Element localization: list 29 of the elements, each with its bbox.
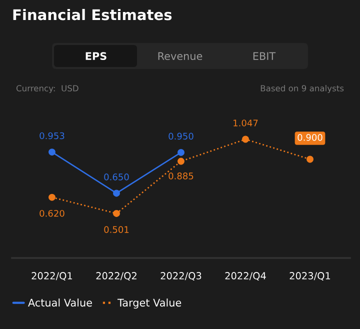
- point: [178, 148, 184, 156]
- x-tick-label: 2022/Q3: [160, 272, 202, 281]
- x-tick-label: 2022/Q4: [225, 272, 266, 281]
- text: EBIT: [253, 52, 276, 60]
- data-label: 0.900: [298, 134, 322, 141]
- point: [48, 194, 56, 201]
- text: Currency: USD: [16, 85, 78, 94]
- text: Revenue: [158, 52, 202, 60]
- legend-label: Target Value: [117, 298, 182, 309]
- x-tick-label: 2023/Q1: [290, 272, 330, 281]
- point: [113, 190, 120, 197]
- data-label: 0.501: [104, 226, 129, 233]
- point: [306, 156, 314, 163]
- data-label: 1.047: [234, 120, 258, 126]
- x-tick-label: 2022/Q1: [32, 272, 72, 281]
- data-label: 0.950: [168, 132, 194, 140]
- point: [242, 136, 249, 143]
- text: Based on 9 analysts: [260, 84, 344, 94]
- legend-label: Actual Value: [28, 298, 92, 307]
- point: [48, 148, 56, 156]
- data-label: 0.885: [168, 172, 194, 180]
- chart-title: Financial Estimates: [13, 8, 172, 20]
- point: [113, 210, 120, 217]
- text: EPS: [86, 52, 106, 60]
- point: [178, 158, 184, 165]
- data-label: 0.620: [40, 210, 64, 217]
- x-tick-label: 2022/Q2: [96, 272, 136, 281]
- data-label: 0.650: [104, 174, 129, 180]
- data-label: 0.953: [40, 132, 64, 140]
